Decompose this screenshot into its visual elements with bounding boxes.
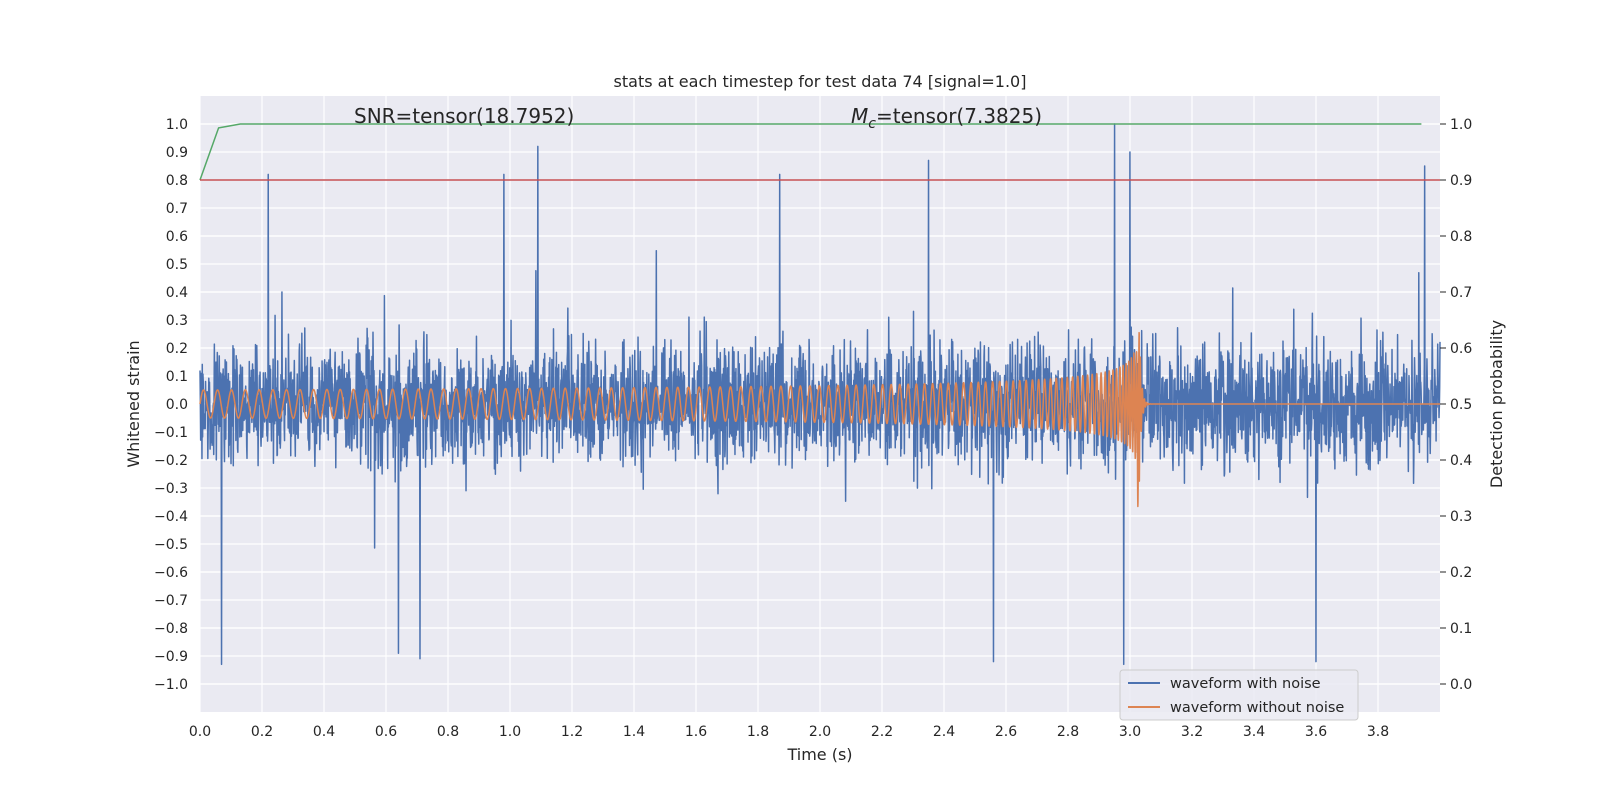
x-tick-label: 1.0 <box>499 724 521 740</box>
y-axis-ticks: 1.0 0.9 0.8 0.7 0.6 0.5 0.4 0.3 0.2 0.1 0.0 −0.1 −0.… <box>154 117 188 693</box>
y-tick-label: 0.1 <box>166 369 188 385</box>
x-tick-label: 3.0 <box>1119 724 1141 740</box>
series-waveform-with-noise <box>199 123 1441 666</box>
series-layer <box>199 123 1441 666</box>
x-tick-label: 1.2 <box>561 724 583 740</box>
y-axis-label: Whitened strain <box>124 340 143 467</box>
y-tick-label: −0.9 <box>154 649 188 665</box>
y-tick-label: −0.5 <box>154 537 188 553</box>
x-tick-label: 3.8 <box>1367 724 1389 740</box>
x-tick-label: 1.4 <box>623 724 645 740</box>
x-tick-label: 1.8 <box>747 724 769 740</box>
right-tick-label: 0.0 <box>1450 677 1472 693</box>
x-tick-label: 1.6 <box>685 724 707 740</box>
right-tick-label: 0.1 <box>1450 621 1472 637</box>
y-tick-label: −0.8 <box>154 621 188 637</box>
y-tick-label: −1.0 <box>154 677 188 693</box>
x-tick-label: 2.8 <box>1057 724 1079 740</box>
y-tick-label: 0.0 <box>166 397 188 413</box>
legend-label-clean: waveform without noise <box>1170 700 1344 716</box>
right-axis-label: Detection probability <box>1487 320 1506 488</box>
x-tick-label: 0.8 <box>437 724 459 740</box>
y-tick-label: 0.8 <box>166 173 188 189</box>
y-tick-label: 0.2 <box>166 341 188 357</box>
right-tick-label: 0.9 <box>1450 173 1472 189</box>
right-tick-label: 1.0 <box>1450 117 1472 133</box>
x-axis-ticks: 0.0 0.2 0.4 0.6 0.8 1.0 1.2 1.4 1.6 1.8 2.0 2.2 2.4 2… <box>189 724 1389 740</box>
right-tick-label: 0.4 <box>1450 453 1472 469</box>
y-tick-label: −0.3 <box>154 481 188 497</box>
right-tick-label: 0.8 <box>1450 229 1472 245</box>
y-tick-label: 0.3 <box>166 313 188 329</box>
chirp-mass-subscript: c <box>868 116 876 132</box>
y-tick-label: −0.2 <box>154 453 188 469</box>
y-tick-label: −0.6 <box>154 565 188 581</box>
chirp-mass-symbol: M <box>851 104 868 128</box>
y-tick-label: −0.7 <box>154 593 188 609</box>
x-tick-label: 0.2 <box>251 724 273 740</box>
x-axis-label: Time (s) <box>786 745 852 764</box>
legend-box <box>1119 669 1359 721</box>
x-tick-label: 2.6 <box>995 724 1017 740</box>
y-tick-label: 0.5 <box>166 257 188 273</box>
y-tick-label: 1.0 <box>166 117 188 133</box>
legend-label-noise: waveform with noise <box>1170 676 1321 692</box>
x-tick-label: 2.2 <box>871 724 893 740</box>
right-tick-label: 0.2 <box>1450 565 1472 581</box>
chirp-mass-annotation: Mc=tensor(7.3825) <box>851 104 1042 132</box>
x-tick-label: 2.0 <box>809 724 831 740</box>
x-tick-label: 3.2 <box>1181 724 1203 740</box>
y-tick-label: 0.9 <box>166 145 188 161</box>
x-tick-label: 2.4 <box>933 724 955 740</box>
series-detection-probability <box>199 123 1422 181</box>
chirp-mass-value: =tensor(7.3825) <box>876 104 1042 128</box>
y-tick-label: 0.6 <box>166 229 188 245</box>
y-tick-label: 0.4 <box>166 285 188 301</box>
right-tick-label: 0.3 <box>1450 509 1472 525</box>
legend: waveform with noise waveform without noi… <box>1119 669 1359 721</box>
series-waveform-without-noise <box>199 331 1441 508</box>
chart-title: stats at each timestep for test data 74 … <box>614 72 1027 91</box>
right-tick-label: 0.5 <box>1450 397 1472 413</box>
right-tick-label: 0.7 <box>1450 285 1472 301</box>
x-tick-label: 0.0 <box>189 724 211 740</box>
y-tick-label: −0.1 <box>154 425 188 441</box>
right-tick-label: 0.6 <box>1450 341 1472 357</box>
x-tick-label: 3.4 <box>1243 724 1265 740</box>
x-tick-label: 3.6 <box>1305 724 1327 740</box>
x-tick-label: 0.4 <box>313 724 335 740</box>
snr-annotation: SNR=tensor(18.7952) <box>354 104 574 128</box>
y-tick-label: 0.7 <box>166 201 188 217</box>
y-tick-label: −0.4 <box>154 509 188 525</box>
x-tick-label: 0.6 <box>375 724 397 740</box>
right-axis-ticks: 1.0 0.9 0.8 0.7 0.6 0.5 0.4 0.3 0.2 0.1 0.0 <box>1440 117 1472 693</box>
